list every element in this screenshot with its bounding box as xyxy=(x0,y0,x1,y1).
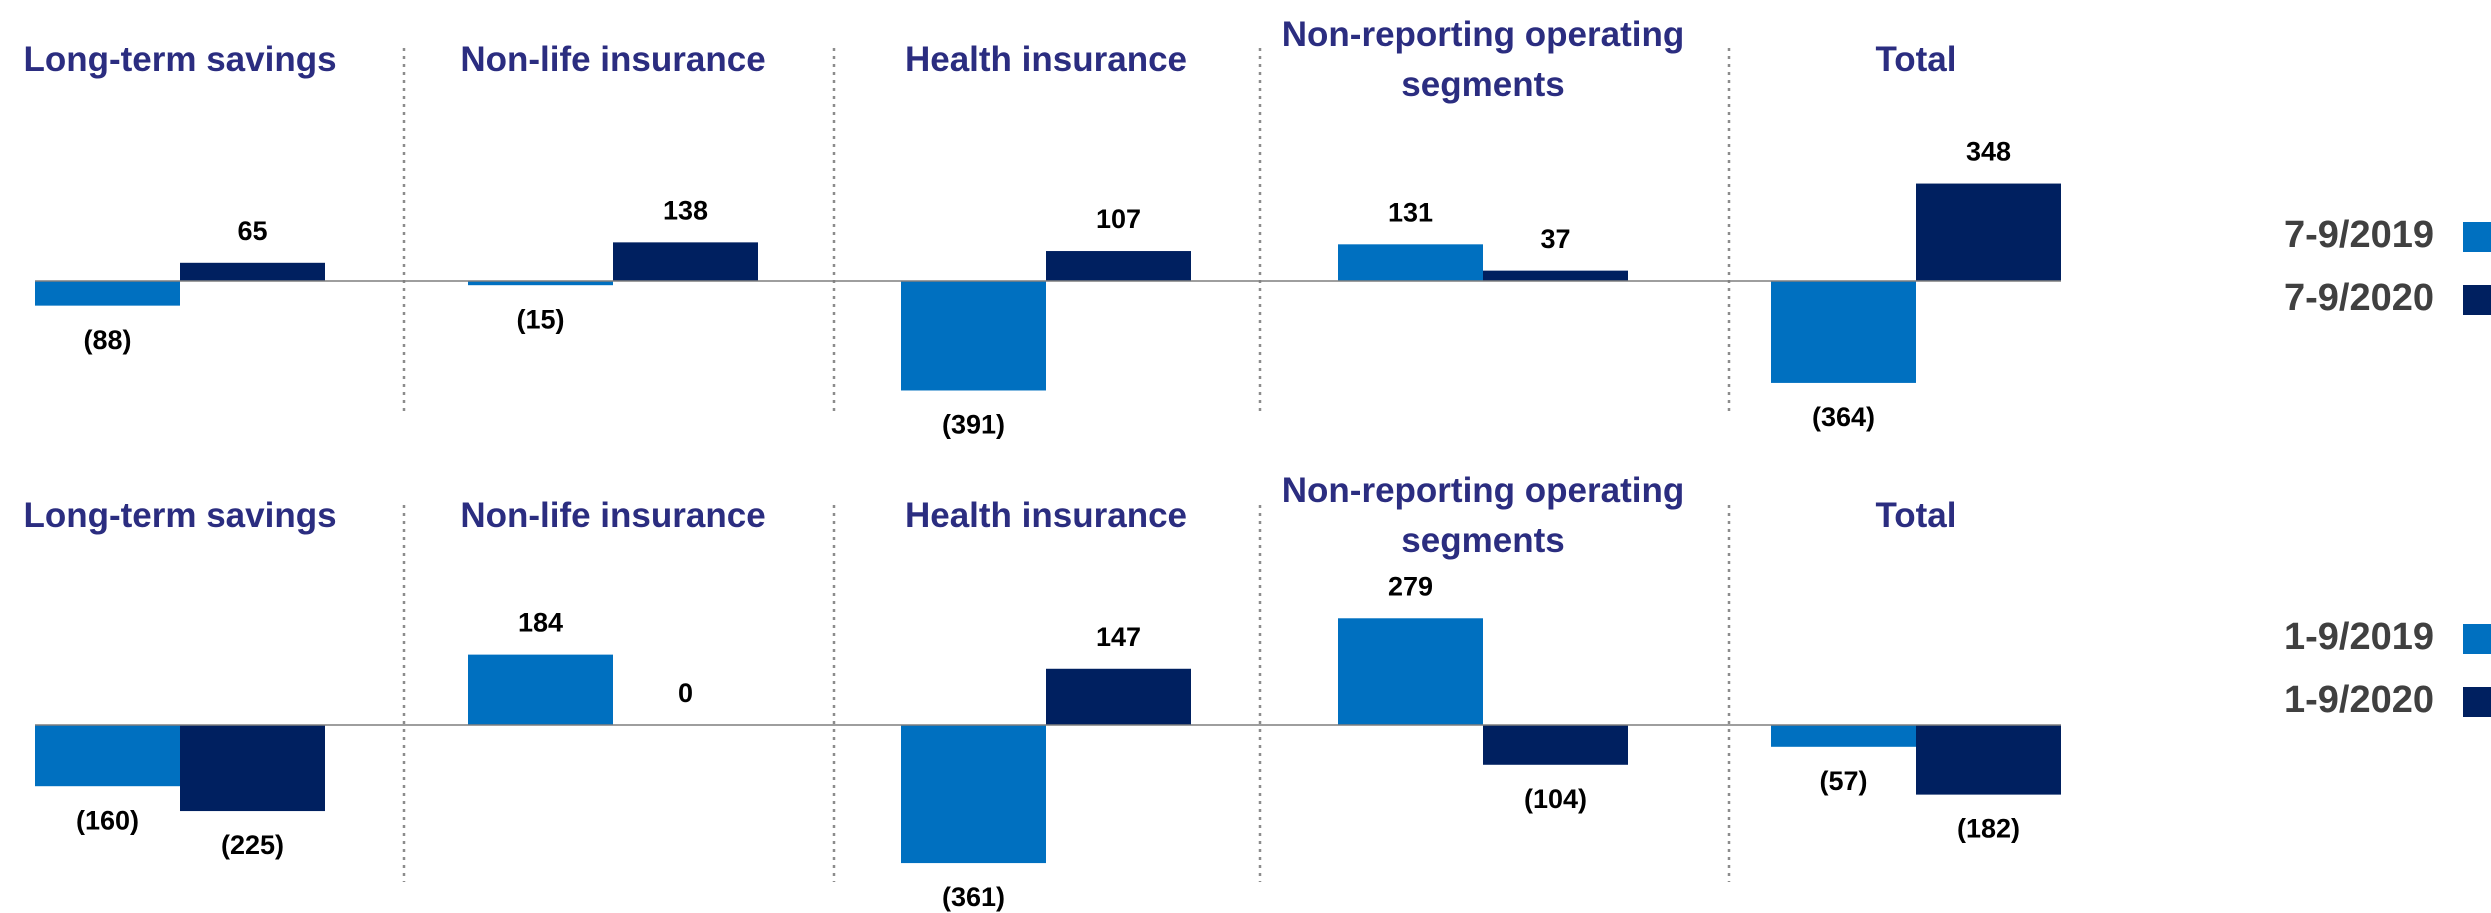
data-label: 184 xyxy=(518,608,563,638)
data-label: 65 xyxy=(237,216,267,246)
legend-swatch xyxy=(2463,624,2491,654)
panel-title: Non-life insurance xyxy=(460,496,766,535)
bar xyxy=(180,262,325,281)
panel-title: Health insurance xyxy=(904,496,1188,535)
data-label: 279 xyxy=(1388,571,1433,601)
bar xyxy=(35,725,180,787)
bar xyxy=(901,281,1046,391)
legend-label: 1-9/2019 xyxy=(2284,616,2434,658)
legend-label: 1-9/2020 xyxy=(2284,679,2434,721)
bar xyxy=(180,725,325,812)
legend-label: 7-9/2019 xyxy=(2284,214,2434,256)
data-label: 131 xyxy=(1388,197,1433,227)
panel-title: Health insurance xyxy=(904,40,1188,79)
data-label: (391) xyxy=(942,410,1005,440)
data-label: 138 xyxy=(663,195,708,225)
panel-title: Total xyxy=(1875,40,1957,79)
bar xyxy=(613,242,758,281)
data-label: 0 xyxy=(678,678,693,708)
bar xyxy=(1338,618,1483,725)
panel-title: Long-term savings xyxy=(23,40,337,79)
data-label: 37 xyxy=(1540,224,1570,254)
data-label: 348 xyxy=(1966,137,2011,167)
bar xyxy=(1046,668,1191,725)
bar xyxy=(1916,183,2061,281)
legend-swatch xyxy=(2463,285,2491,315)
legend-swatch xyxy=(2463,222,2491,252)
data-label: (361) xyxy=(942,882,1005,912)
data-label: (160) xyxy=(76,805,139,835)
bar xyxy=(468,654,613,725)
panel-title: Non-reporting operating segments xyxy=(1281,15,1685,104)
bar xyxy=(1771,281,1916,383)
panel-title: Non-reporting operating segments xyxy=(1281,471,1685,560)
bar xyxy=(1046,251,1191,281)
data-label: 147 xyxy=(1096,622,1141,652)
data-label: 107 xyxy=(1096,204,1141,234)
bar xyxy=(1916,725,2061,795)
panel-title: Non-life insurance xyxy=(460,40,766,79)
panel-title: Long-term savings xyxy=(23,496,337,535)
data-label: (104) xyxy=(1524,784,1587,814)
bar xyxy=(901,725,1046,864)
bar xyxy=(35,281,180,306)
bar xyxy=(1771,725,1916,747)
bar xyxy=(468,281,613,286)
bar xyxy=(1483,270,1628,281)
panel-title: Total xyxy=(1875,496,1957,535)
data-label: (364) xyxy=(1812,402,1875,432)
data-label: (182) xyxy=(1957,814,2020,844)
bar xyxy=(1338,244,1483,281)
data-label: (57) xyxy=(1819,766,1867,796)
data-label: (88) xyxy=(83,325,131,355)
data-label: (225) xyxy=(221,830,284,860)
data-label: (15) xyxy=(516,304,564,334)
legend-swatch xyxy=(2463,687,2491,717)
bar xyxy=(1483,725,1628,765)
legend-label: 7-9/2020 xyxy=(2284,277,2434,319)
